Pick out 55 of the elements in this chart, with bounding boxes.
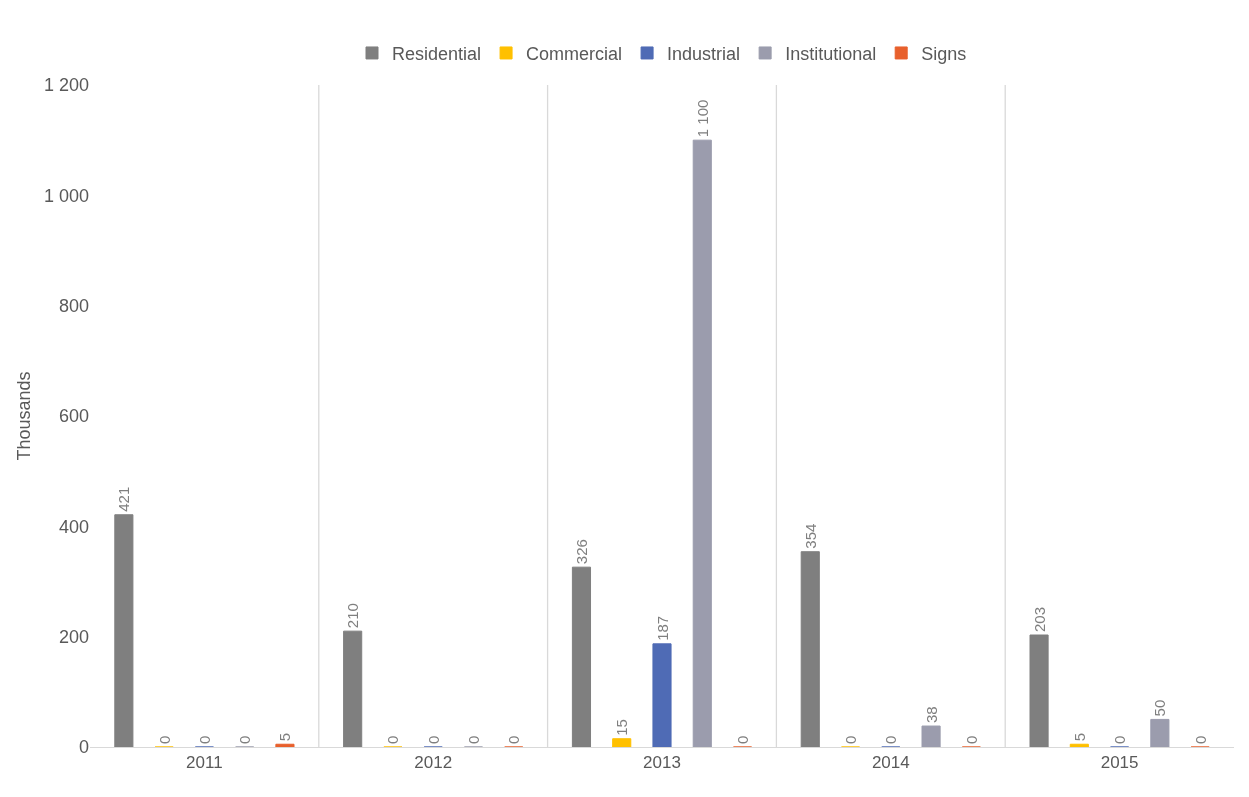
data-label: 15 bbox=[613, 719, 631, 736]
x-tick-label: 2012 bbox=[414, 753, 453, 773]
data-label: 0 bbox=[424, 735, 442, 744]
y-axis-title: Thousands bbox=[14, 371, 35, 461]
bar bbox=[114, 514, 134, 747]
data-label: 0 bbox=[464, 735, 482, 744]
bar bbox=[1150, 718, 1170, 747]
legend-label: Industrial bbox=[667, 43, 741, 64]
data-label: 0 bbox=[882, 735, 900, 744]
y-tick-label: 800 bbox=[58, 295, 89, 316]
data-label: 187 bbox=[653, 615, 671, 641]
data-label: 0 bbox=[962, 735, 980, 744]
data-label: 50 bbox=[1151, 699, 1169, 717]
legend-label: Residential bbox=[392, 43, 482, 64]
data-label: 0 bbox=[155, 735, 173, 744]
data-label: 5 bbox=[276, 732, 294, 742]
bar bbox=[692, 139, 712, 747]
data-label: 203 bbox=[1030, 606, 1048, 633]
y-tick-label: 0 bbox=[78, 737, 89, 758]
data-label: 421 bbox=[115, 486, 133, 512]
data-label: 0 bbox=[1191, 735, 1209, 744]
y-tick-label: 1 000 bbox=[43, 185, 89, 206]
bar bbox=[800, 551, 820, 747]
legend-label: Institutional bbox=[785, 43, 877, 64]
x-tick-label: 2011 bbox=[186, 753, 223, 773]
data-label: 0 bbox=[734, 735, 752, 744]
bar bbox=[652, 643, 672, 747]
data-label: 0 bbox=[842, 735, 860, 744]
y-tick-label: 600 bbox=[58, 406, 89, 427]
bar bbox=[1029, 634, 1049, 747]
x-tick-label: 2014 bbox=[871, 753, 910, 773]
data-label: 0 bbox=[1111, 735, 1129, 744]
data-label: 354 bbox=[801, 523, 819, 549]
bar bbox=[612, 738, 632, 747]
data-label: 0 bbox=[384, 735, 402, 744]
bar bbox=[1069, 743, 1089, 747]
x-tick-label: 2013 bbox=[643, 753, 681, 773]
x-tick-label: 2015 bbox=[1100, 753, 1139, 773]
legend-label: Signs bbox=[921, 43, 967, 64]
data-label: 0 bbox=[195, 735, 213, 744]
legend-label: Commercial bbox=[526, 43, 623, 64]
data-label: 210 bbox=[344, 603, 362, 629]
bar bbox=[921, 725, 941, 747]
data-label: 1 100 bbox=[693, 99, 711, 138]
bar bbox=[275, 743, 295, 747]
y-tick-label: 1 200 bbox=[43, 75, 89, 96]
bar bbox=[343, 630, 363, 747]
data-label: 0 bbox=[236, 735, 254, 744]
bar bbox=[571, 566, 592, 747]
data-label: 38 bbox=[922, 706, 940, 724]
data-label: 0 bbox=[505, 735, 523, 744]
y-tick-label: 200 bbox=[58, 626, 89, 647]
data-label: 5 bbox=[1070, 732, 1088, 742]
y-tick-label: 400 bbox=[58, 516, 89, 537]
data-label: 326 bbox=[572, 539, 590, 565]
